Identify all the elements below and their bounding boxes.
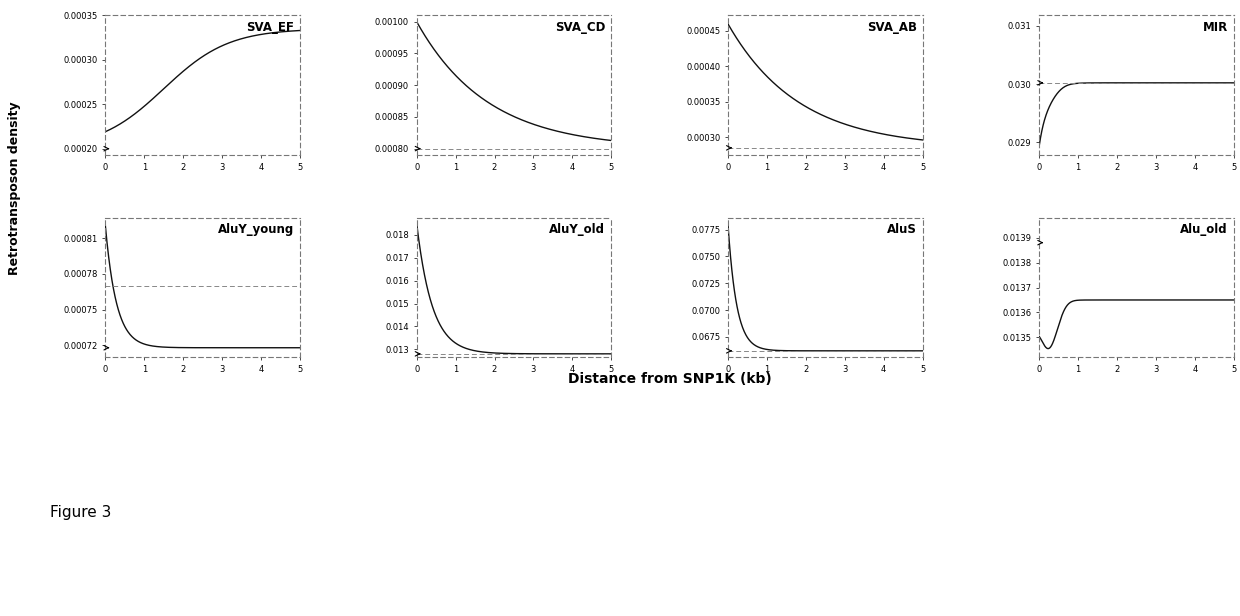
Text: SVA_EF: SVA_EF xyxy=(247,21,294,34)
Text: SVA_AB: SVA_AB xyxy=(867,21,916,34)
Text: AluY_old: AluY_old xyxy=(549,224,605,237)
Text: Retrotransposon density: Retrotransposon density xyxy=(9,101,21,275)
Text: Alu_old: Alu_old xyxy=(1180,224,1228,237)
Text: AluY_young: AluY_young xyxy=(218,224,294,237)
Text: Figure 3: Figure 3 xyxy=(50,505,110,520)
Text: AluS: AluS xyxy=(887,224,916,237)
Text: SVA_CD: SVA_CD xyxy=(556,21,605,34)
Text: Distance from SNP1K (kb): Distance from SNP1K (kb) xyxy=(568,372,771,386)
Text: MIR: MIR xyxy=(1203,21,1228,34)
